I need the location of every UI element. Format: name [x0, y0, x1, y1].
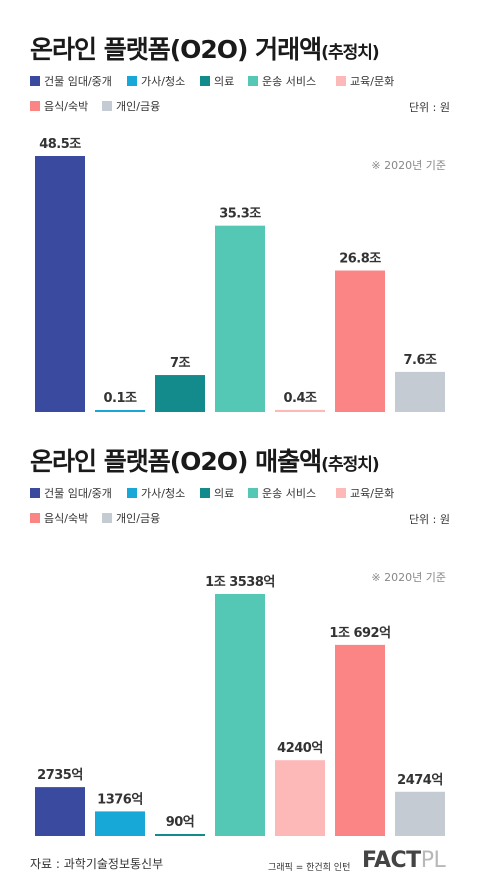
bar-value-label: 0.1조 — [104, 391, 138, 406]
factpl-logo: FACTPL — [362, 848, 446, 873]
bar-value-label: 7.6조 — [404, 353, 438, 368]
legend-item: 의료 — [200, 485, 234, 501]
logo-part-fact: FACT — [362, 848, 421, 873]
legend-label: 개인/금융 — [116, 100, 161, 113]
legend-item: 운송 서비스 — [248, 73, 316, 89]
chart-title-main: 온라인 플랫폼(O2O) 거래액 — [30, 35, 322, 64]
bar-value-label: 1조 3538억 — [205, 575, 275, 590]
bar-1 — [35, 787, 85, 836]
legend-label: 운송 서비스 — [262, 75, 317, 88]
chart-title-suffix: (추정치) — [321, 455, 379, 475]
legend-label: 가사/청소 — [141, 75, 186, 88]
legend-label: 의료 — [214, 75, 235, 88]
basis-note: ※ 2020년 기준 — [371, 571, 446, 584]
unit-note: 단위 : 원 — [408, 513, 450, 526]
legend-item: 건물 임대/중개 — [30, 485, 112, 501]
legend-swatch — [248, 488, 258, 498]
legend-item: 개인/금융 — [102, 98, 160, 114]
legend-item: 의료 — [200, 73, 234, 89]
basis-note: ※ 2020년 기준 — [371, 159, 446, 172]
bar-7 — [395, 791, 445, 836]
legend-swatch — [200, 488, 210, 498]
legend-label: 건물 임대/중개 — [44, 487, 112, 500]
legend-swatch — [102, 513, 112, 523]
legend-item: 음식/숙박 — [30, 98, 88, 114]
legend-swatch — [30, 76, 40, 86]
bar-value-label: 2474억 — [397, 773, 443, 788]
legend-label: 가사/청소 — [141, 487, 186, 500]
chart-title: 온라인 플랫폼(O2O) 거래액(추정치) — [30, 30, 380, 66]
bar-value-label: 0.4조 — [284, 391, 318, 406]
legend-item: 건물 임대/중개 — [30, 73, 112, 89]
bar-value-label: 90억 — [166, 815, 195, 830]
legend-item: 운송 서비스 — [248, 485, 316, 501]
source-note: 자료 : 과학기술정보통신부 — [30, 857, 164, 871]
bar-1 — [35, 156, 85, 412]
bar-4 — [215, 594, 265, 836]
legend-swatch — [200, 76, 210, 86]
unit-note: 단위 : 원 — [408, 101, 450, 114]
chart-title: 온라인 플랫폼(O2O) 매출액(추정치) — [30, 442, 380, 478]
legend-item: 교육/문화 — [336, 485, 394, 501]
bar-2 — [95, 410, 145, 412]
legend-label: 건물 임대/중개 — [44, 75, 112, 88]
bar-3 — [155, 834, 205, 836]
legend-swatch — [30, 488, 40, 498]
bar-value-label: 48.5조 — [39, 137, 81, 152]
legend-item: 음식/숙박 — [30, 510, 88, 526]
legend-label: 음식/숙박 — [44, 512, 89, 525]
legend-label: 개인/금융 — [116, 512, 161, 525]
chart-title-suffix: (추정치) — [321, 43, 379, 63]
bar-7 — [395, 371, 445, 412]
bar-5 — [275, 760, 325, 836]
bar-value-label: 2735억 — [37, 768, 83, 783]
legend-label: 음식/숙박 — [44, 100, 89, 113]
legend-swatch — [102, 101, 112, 111]
legend-label: 교육/문화 — [350, 487, 395, 500]
legend-swatch — [336, 488, 346, 498]
bar-value-label: 35.3조 — [219, 207, 261, 222]
bar-5 — [275, 409, 325, 412]
bar-value-label: 26.8조 — [339, 252, 381, 267]
revenue-bar-chart: 2735억 1376억 90억 1조 3538억 4240억 1조 692억 2474억 — [35, 575, 445, 836]
graphic-credit: 그래픽 = 한건희 인턴 — [268, 863, 351, 873]
legend-label: 의료 — [214, 487, 235, 500]
bar-2 — [95, 811, 145, 836]
bar-3 — [155, 375, 205, 412]
legend-swatch — [336, 76, 346, 86]
bar-6 — [335, 644, 385, 836]
legend-item: 교육/문화 — [336, 73, 394, 89]
legend-swatch — [248, 76, 258, 86]
legend-swatch — [30, 513, 40, 523]
transaction-bar-chart: 48.5조 0.1조 7조 35.3조 0.4조 26.8조 7.6조 — [35, 137, 445, 412]
bar-value-label: 4240억 — [277, 741, 323, 756]
legend-item: 가사/청소 — [127, 485, 185, 501]
bar-4 — [215, 225, 265, 412]
bar-value-label: 1376억 — [97, 792, 143, 807]
legend-swatch — [30, 101, 40, 111]
bar-6 — [335, 270, 385, 412]
chart-title-main: 온라인 플랫폼(O2O) 매출액 — [30, 447, 322, 476]
bar-value-label: 1조 692억 — [329, 626, 390, 641]
legend-item: 개인/금융 — [102, 510, 160, 526]
legend-swatch — [127, 488, 137, 498]
legend-swatch — [127, 76, 137, 86]
bar-value-label: 7조 — [170, 356, 191, 371]
logo-part-pl: PL — [420, 848, 446, 873]
legend-label: 운송 서비스 — [262, 487, 317, 500]
legend-label: 교육/문화 — [350, 75, 395, 88]
legend-item: 가사/청소 — [127, 73, 185, 89]
